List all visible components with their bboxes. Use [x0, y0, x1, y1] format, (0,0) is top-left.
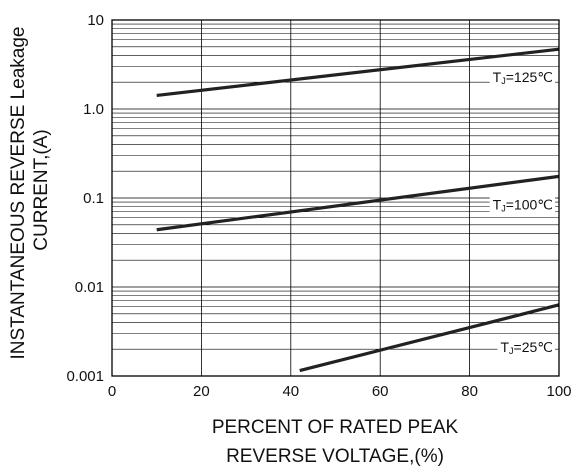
x-axis-title-line-1: PERCENT OF RATED PEAK	[212, 417, 459, 438]
x-tick-label: 80	[461, 383, 478, 400]
x-tick-label: 100	[546, 383, 571, 400]
series-label-suffix: =100℃	[506, 196, 553, 212]
series-label-1: TJ=100℃	[493, 196, 553, 213]
x-tick-label: 0	[108, 383, 116, 400]
series-label-subscript: J	[501, 203, 506, 213]
series-label-2: TJ=25℃	[500, 339, 553, 356]
series-label-suffix: =25℃	[514, 339, 553, 355]
series-labels: TJ=125℃TJ=100℃TJ=25℃	[489, 68, 555, 357]
series-label-subscript: J	[509, 346, 514, 356]
series-label-0: TJ=125℃	[493, 69, 553, 86]
y-tick-label: 1.0	[83, 101, 104, 118]
series-label-bg	[489, 195, 555, 215]
y-axis-title-line-2: CURRENT,(A)	[31, 129, 52, 250]
y-axis-title-line-1: INSTANTANEOUS REVERSE Leakage	[8, 27, 29, 360]
series-curves	[156, 47, 560, 373]
series-curve-0	[156, 47, 560, 98]
y-tick-label: 0.001	[66, 368, 104, 385]
x-tick-label: 40	[282, 383, 299, 400]
series-label-main: T	[493, 69, 502, 85]
series-label-suffix: =125℃	[506, 69, 553, 85]
y-tick-label: 0.1	[83, 190, 104, 207]
plot-frame	[111, 19, 560, 377]
y-tick-label: 10	[87, 12, 104, 29]
y-tick-labels: 10 1.0 0.1 0.01 0.001	[66, 12, 104, 385]
y-tick-label: 0.01	[75, 279, 104, 296]
x-tick-label: 60	[372, 383, 389, 400]
series-label-main: T	[493, 196, 502, 212]
series-label-main: T	[500, 339, 509, 355]
x-tick-labels: 0 20 40 60 80 100	[108, 383, 572, 400]
series-label-bg	[497, 337, 555, 357]
series-label-bg	[489, 68, 555, 88]
x-tick-label: 20	[193, 383, 210, 400]
series-label-subscript: J	[501, 76, 506, 86]
series-curve-1	[156, 174, 560, 232]
x-axis-title-line-2: REVERSE VOLTAGE,(%)	[226, 446, 444, 467]
series-curve-2	[299, 303, 560, 373]
grid-lines	[112, 20, 559, 376]
